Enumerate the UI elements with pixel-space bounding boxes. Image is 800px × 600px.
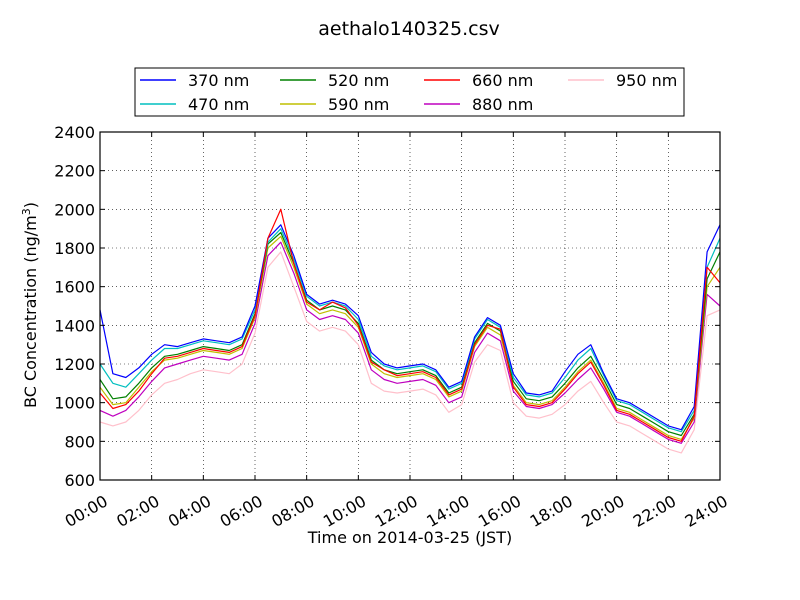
- y-tick-label: 600: [64, 471, 95, 490]
- series-line-470-nm: [99, 228, 721, 433]
- series-line-880-nm: [99, 241, 721, 444]
- series-line-520-nm: [99, 231, 721, 437]
- series-line-370-nm: [99, 224, 721, 431]
- legend-label: 520 nm: [328, 71, 389, 90]
- legend-label: 660 nm: [472, 71, 533, 90]
- y-axis-label-superscript: 3: [19, 208, 33, 216]
- y-tick-label: 1600: [54, 278, 95, 297]
- y-axis-label: BC Concentration (ng/m3): [20, 202, 40, 408]
- legend-label: 950 nm: [616, 71, 677, 90]
- y-tick-label: 2400: [54, 123, 95, 142]
- y-axis-label-end: ): [21, 202, 41, 209]
- legend: 370 nm 470 nm 520 nm 590 nm 660 nm 880 nm 950 …: [134, 67, 685, 117]
- legend-box: [134, 67, 685, 117]
- y-tick-label: 1000: [54, 394, 95, 413]
- y-axis-label-text: BC Concentration (ng/m: [21, 215, 41, 408]
- y-tick-label: 1400: [54, 316, 95, 335]
- series-line-950-nm: [99, 251, 721, 454]
- y-tick-label: 2000: [54, 200, 95, 219]
- grid-lines: [100, 132, 720, 480]
- chart-title: aethalo140325.csv: [318, 18, 500, 40]
- legend-label: 470 nm: [188, 95, 249, 114]
- legend-label: 370 nm: [188, 71, 249, 90]
- series-line-660-nm: [99, 208, 721, 442]
- series-layer: [99, 208, 721, 454]
- series-line-590-nm: [99, 235, 721, 440]
- x-axis-label: Time on 2014-03-25 (JST): [307, 528, 513, 547]
- y-tick-label: 2200: [54, 162, 95, 181]
- legend-label: 880 nm: [472, 95, 533, 114]
- y-tick-label: 800: [64, 432, 95, 451]
- y-tick-label: 1800: [54, 239, 95, 258]
- y-tick-label: 1200: [54, 355, 95, 374]
- legend-label: 590 nm: [328, 95, 389, 114]
